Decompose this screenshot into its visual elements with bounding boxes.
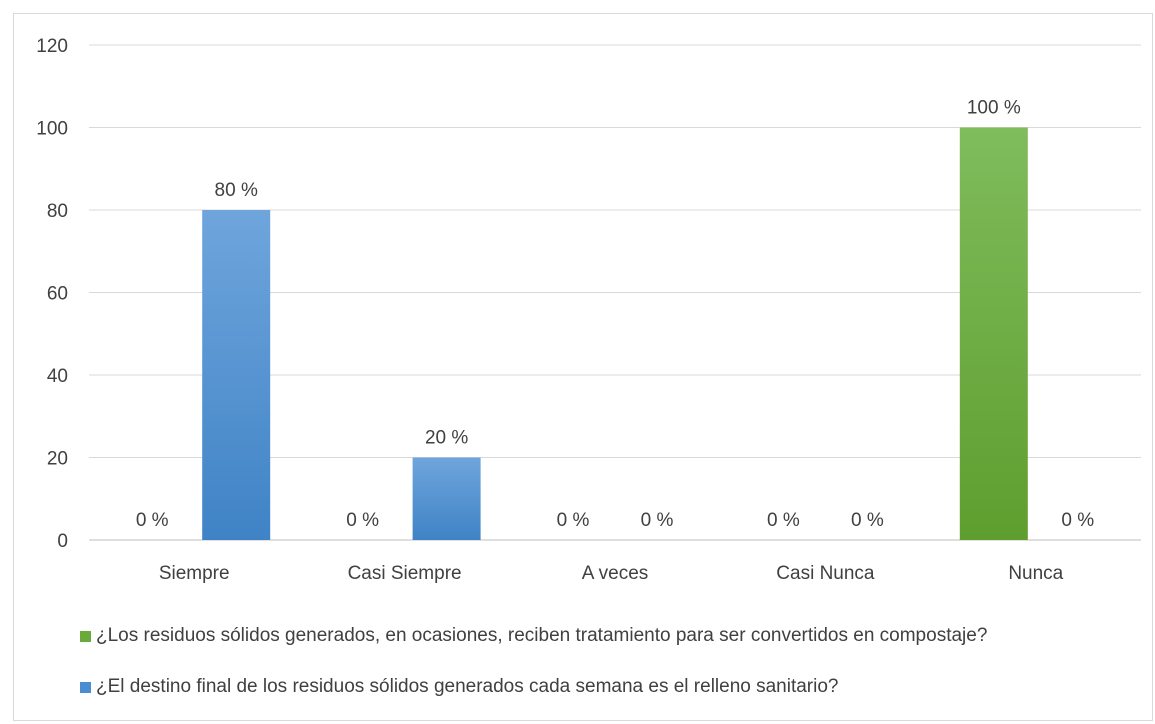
data-label: 0 % [346,510,379,531]
data-label: 0 % [136,510,169,531]
data-label: 0 % [767,510,800,531]
data-labels: 0 % 0 % 0 % 0 % 100 % 80 % 20 % 0 % 0 % 0 % [136,98,1094,532]
y-tick-label: 20 [47,449,68,470]
data-label: 100 % [967,98,1021,119]
x-axis-categories: Siempre Casi Siempre A veces Casi Nunca Nunc… [159,563,1064,584]
data-label: 0 % [1061,510,1094,531]
y-tick-label: 80 [47,201,68,222]
bar-series-1-0 [202,210,271,540]
bars [202,127,1028,540]
data-label: 0 % [641,510,674,531]
legend-item-relleno: ¿El destino final de los residuos sólido… [80,676,839,698]
x-category-label: A veces [582,563,649,584]
x-category-label: Casi Siempre [348,563,462,584]
chart-frame: 0 % 0 % 0 % 0 % 100 % 80 % 20 % 0 % 0 % 0 % 0 20 40… [13,13,1153,721]
legend-swatch-blue [80,681,91,693]
bar-chart: 0 % 0 % 0 % 0 % 100 % 80 % 20 % 0 % 0 % 0 % 0 20 40… [36,36,1141,584]
bar-series-0-4 [959,127,1028,540]
legend-label-compostaje: ¿Los residuos sólidos generados, en ocas… [96,625,988,646]
data-label: 80 % [215,180,258,201]
legend-item-compostaje: ¿Los residuos sólidos generados, en ocas… [80,625,987,647]
x-category-label: Casi Nunca [776,563,875,584]
y-tick-label: 60 [47,284,68,305]
y-tick-label: 120 [36,36,68,57]
data-label: 20 % [425,428,468,449]
legend-label-relleno: ¿El destino final de los residuos sólido… [96,676,839,697]
data-label: 0 % [557,510,590,531]
bar-series-1-1 [412,457,481,540]
y-tick-label: 100 [36,119,68,140]
y-axis-ticks: 0 20 40 60 80 100 120 [36,36,68,552]
y-tick-label: 40 [47,366,68,387]
x-category-label: Siempre [159,563,230,584]
legend-swatch-green [80,630,91,642]
data-label: 0 % [851,510,884,531]
y-tick-label: 0 [57,531,68,552]
x-category-label: Nunca [1008,563,1063,584]
